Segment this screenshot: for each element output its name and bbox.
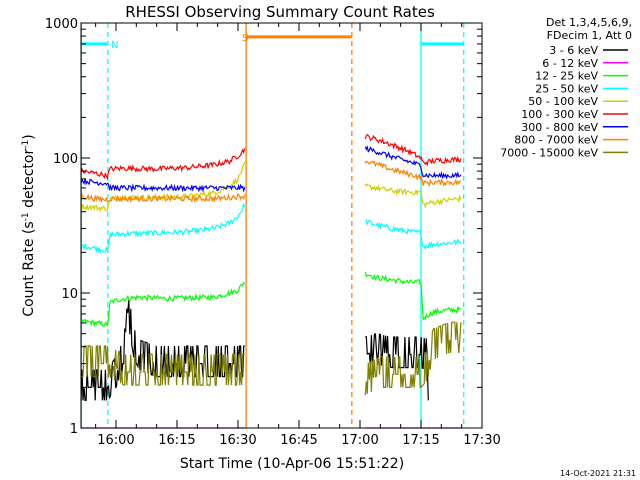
- series-line: [364, 271, 461, 322]
- y-tick-label: 10: [61, 287, 78, 302]
- series-line: [364, 133, 462, 167]
- y-axis-label-text: Count Rate (s-1 detector-1): [21, 134, 37, 316]
- x-tick-label: 16:15: [158, 433, 195, 448]
- legend-label: 100 - 300 keV: [521, 108, 598, 121]
- legend-label: 12 - 25 keV: [535, 70, 598, 83]
- x-tick-label: 16:00: [97, 433, 134, 448]
- series-line: [80, 148, 246, 180]
- x-axis-label: Start Time (10-Apr-06 15:51:22): [180, 456, 404, 472]
- legend-header-line-2: FDecim 1, Att 0: [547, 29, 632, 42]
- series-line: [364, 160, 462, 187]
- x-tick-label: 17:00: [341, 433, 378, 448]
- y-tick-label: 1: [70, 422, 78, 437]
- series-line: [80, 178, 246, 193]
- footer-date: 14-Oct-2021 21:31: [560, 469, 636, 478]
- series-line: [364, 183, 462, 209]
- legend-label: 25 - 50 keV: [535, 82, 598, 95]
- legend-header-line-1: Det 1,3,4,5,6,9,: [546, 16, 632, 29]
- legend-label: 6 - 12 keV: [542, 57, 598, 70]
- legend-label: 7000 - 15000 keV: [500, 146, 598, 159]
- legend-label: 800 - 7000 keV: [514, 134, 598, 147]
- series-lines: [80, 133, 462, 429]
- series-line: [364, 321, 462, 395]
- y-tick-label: 100: [53, 152, 78, 167]
- chart-title: RHESSI Observing Summary Count Rates: [125, 3, 435, 21]
- axes: 16:00 16:15 16:30 16:45 17:00 17:15 17:30 1 10 10…: [45, 17, 501, 448]
- series-line: [80, 202, 246, 254]
- legend-label: 3 - 6 keV: [549, 44, 598, 57]
- legend-label: 300 - 800 keV: [521, 121, 598, 134]
- series-line: [364, 145, 462, 180]
- flag-label-S: S: [242, 33, 248, 44]
- x-tick-label: 16:45: [280, 433, 317, 448]
- series-line: [81, 345, 245, 386]
- x-tick-label: 17:30: [463, 433, 500, 448]
- y-axis-label: Count Rate (s-1 detector-1): [21, 134, 37, 316]
- x-tick-label: 17:15: [402, 433, 439, 448]
- flag-bars: NS: [81, 33, 464, 51]
- series-line: [80, 161, 246, 213]
- y-tick-label: 1000: [45, 17, 78, 32]
- flag-label-N: N: [111, 40, 118, 51]
- series-line: [365, 333, 429, 401]
- series-line: [80, 299, 245, 401]
- series-line: [365, 218, 462, 251]
- x-tick-label: 16:30: [219, 433, 256, 448]
- legend-label: 50 - 100 keV: [528, 95, 598, 108]
- series-line: [80, 281, 246, 328]
- series-line: [80, 193, 246, 204]
- plot-frame: [80, 22, 483, 429]
